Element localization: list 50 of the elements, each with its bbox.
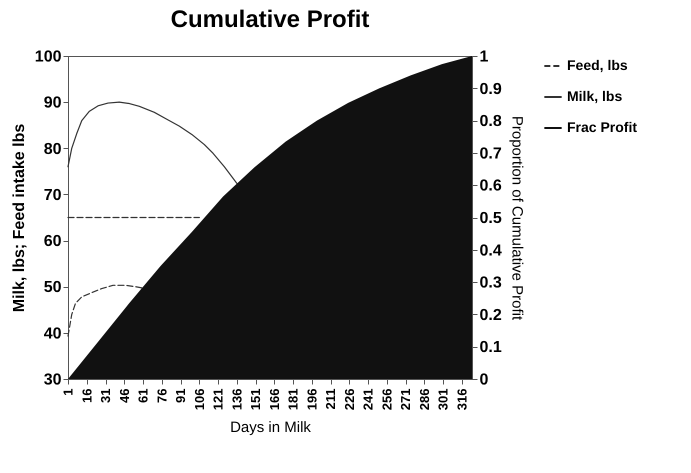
x-tick-label: 166 <box>266 388 282 410</box>
y2-tick-label: 0 <box>480 372 488 388</box>
y-tick-label: 60 <box>44 233 62 250</box>
x-tick-label: 31 <box>98 388 114 403</box>
line-series <box>67 284 144 337</box>
y2-tick-label: 0.5 <box>480 210 502 227</box>
x-tick-label: 136 <box>229 388 244 410</box>
x-tick-label: 181 <box>286 388 301 410</box>
x-tick-label: 121 <box>210 388 226 410</box>
x-tick-label: 316 <box>454 388 470 410</box>
x-tick-label: 76 <box>154 388 170 403</box>
x-tick-label: 286 <box>416 388 432 410</box>
line-series <box>67 102 238 184</box>
y-tick-label: 100 <box>34 48 62 66</box>
y2-tick-label: 0.8 <box>480 113 502 130</box>
y2-axis-title: Proportion of Cumulative Profit <box>508 116 526 321</box>
x-tick-label: 256 <box>379 388 394 410</box>
y2-tick-label: 1 <box>480 48 488 66</box>
y2-tick-label: 0.7 <box>480 145 502 162</box>
x-tick-label: 46 <box>116 388 132 403</box>
y2-tick-label: 0.2 <box>480 306 502 324</box>
y-tick-label: 80 <box>44 140 62 158</box>
y-tick-label: 70 <box>44 186 62 204</box>
x-axis-title: Days in Milk <box>230 419 312 436</box>
legend-label: Feed, lbs <box>567 57 628 73</box>
x-tick-label: 271 <box>398 388 414 410</box>
legend-label: Frac Profit <box>567 119 638 135</box>
y-tick-label: 30 <box>44 372 62 388</box>
legend-label: Milk, lbs <box>567 88 622 104</box>
x-tick-label: 241 <box>360 388 376 410</box>
x-tick-label: 301 <box>436 388 451 410</box>
x-tick-label: 16 <box>79 388 94 403</box>
x-tick-label: 226 <box>342 388 357 410</box>
x-tick-label: 196 <box>304 388 320 410</box>
y2-tick-label: 0.4 <box>480 242 502 260</box>
x-tick-label: 211 <box>323 388 338 410</box>
y-tick-label: 40 <box>44 325 62 342</box>
x-tick-label: 61 <box>136 388 151 403</box>
x-tick-label: 1 <box>60 388 76 396</box>
y-tick-label: 90 <box>44 94 62 112</box>
x-tick-label: 106 <box>192 388 207 410</box>
y2-tick-label: 0.1 <box>480 339 502 356</box>
y-axis-title: Milk, lbs; Feed intake lbs <box>10 124 28 312</box>
y-tick-label: 50 <box>44 279 62 296</box>
chart-title: Cumulative Profit <box>170 6 370 33</box>
x-tick-label: 91 <box>173 388 188 403</box>
y2-tick-label: 0.6 <box>480 178 502 195</box>
x-tick-label: 151 <box>248 388 264 410</box>
y2-tick-label: 0.3 <box>480 274 502 292</box>
y2-tick-label: 0.9 <box>480 80 502 98</box>
